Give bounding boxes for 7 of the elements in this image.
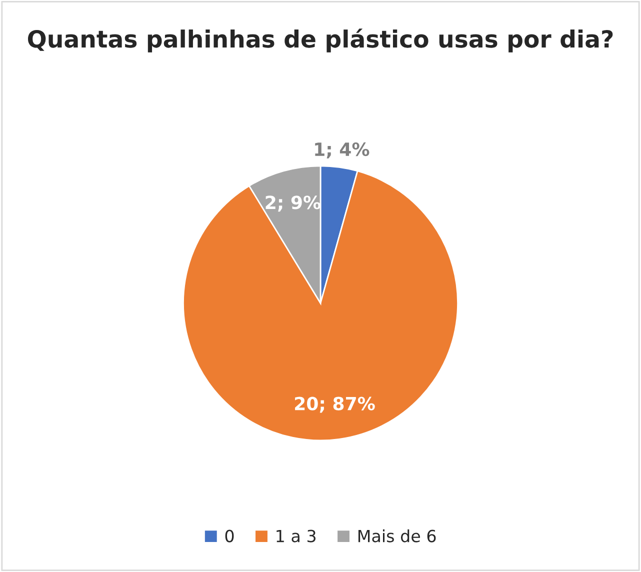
data-label: 2; 9%: [266, 196, 321, 212]
chart-title: Quantas palhinhas de plástico usas por dia?: [28, 28, 613, 52]
data-label: 20; 87%: [295, 396, 375, 413]
legend-label: 1 a 3: [276, 530, 316, 542]
data-label: 1; 4%: [315, 142, 370, 158]
legend-label: Mais de 6: [358, 529, 436, 542]
legend-label: 0: [225, 530, 234, 542]
